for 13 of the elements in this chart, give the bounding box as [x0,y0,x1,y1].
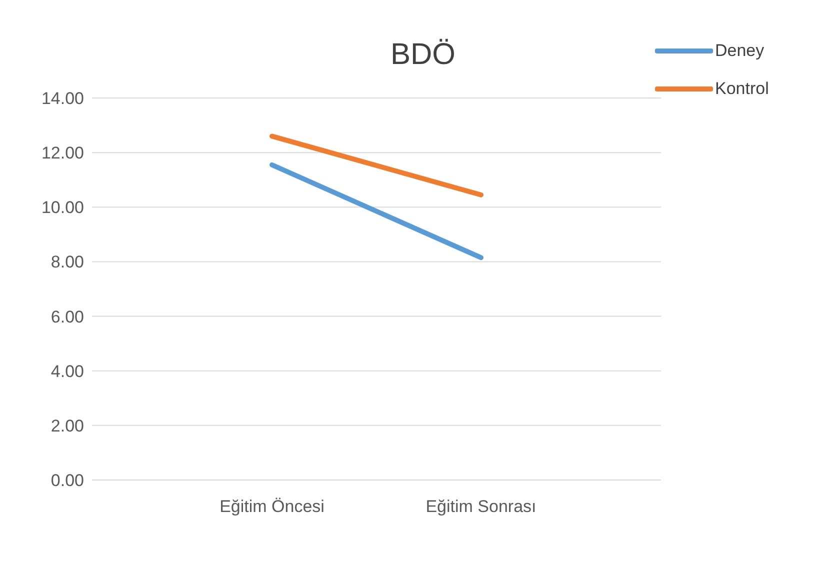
chart-title: BDÖ [390,38,456,71]
y-tick-label: 2.00 [50,416,84,436]
y-tick-label: 6.00 [50,307,84,326]
y-tick-label: 4.00 [50,362,84,381]
y-tick-label: 14.00 [41,89,84,108]
y-tick-label: 0.00 [50,471,84,490]
legend-label: Kontrol [715,79,769,99]
x-tick-label: Eğitim Öncesi [220,497,324,516]
y-tick-label: 12.00 [41,144,84,163]
x-tick-label: Eğitim Sonrası [426,497,536,516]
legend-label: Deney [715,41,764,61]
y-tick-label: 10.00 [41,198,84,218]
y-tick-label: 8.00 [50,252,84,272]
